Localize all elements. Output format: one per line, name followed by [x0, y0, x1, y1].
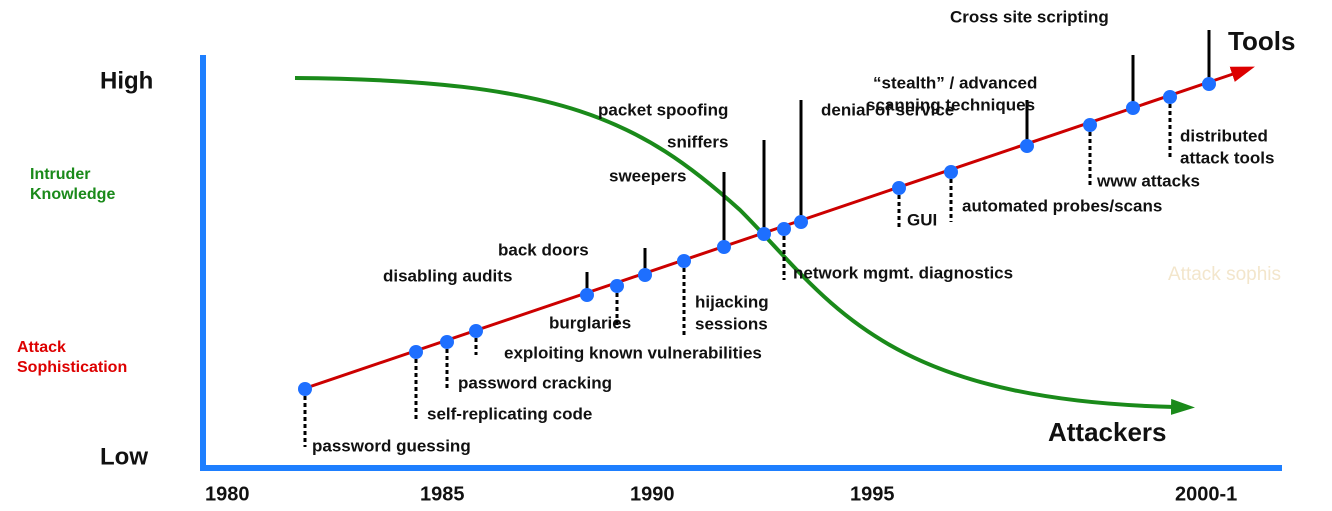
attackers-curve: [294, 76, 1195, 415]
event-label: attack tools: [1180, 148, 1274, 167]
event-label: “stealth” / advanced: [873, 73, 1037, 92]
intruder-label: Intruder: [30, 166, 90, 183]
tools-label: Tools: [1228, 26, 1295, 56]
event-point: [892, 181, 906, 195]
intruder-label: Knowledge: [30, 186, 115, 203]
sophistication-label: Attack: [17, 339, 66, 356]
event-point: [717, 240, 731, 254]
event-point: [1020, 139, 1034, 153]
event-label: packet spoofing: [598, 100, 728, 119]
event-point: [580, 288, 594, 302]
event-point: [794, 215, 808, 229]
low-label: Low: [100, 443, 148, 470]
event-label: network mgmt. diagnostics: [793, 263, 1013, 282]
event-point: [757, 227, 771, 241]
event-label: self-replicating code: [427, 404, 592, 423]
event-point: [610, 279, 624, 293]
year-label: 1985: [420, 483, 465, 505]
faint-label: Attack sophis: [1168, 264, 1281, 285]
event-point: [777, 222, 791, 236]
event-label: exploiting known vulnerabilities: [504, 343, 762, 362]
event-label: sniffers: [667, 132, 728, 151]
event-label: Cross site scripting: [950, 7, 1109, 26]
event-label: hijacking: [695, 292, 769, 311]
event-label: disabling audits: [383, 266, 512, 285]
year-label: 2000-1: [1175, 483, 1237, 505]
event-label: GUI: [907, 210, 937, 229]
event-point: [1202, 77, 1216, 91]
event-point: [409, 345, 423, 359]
event-point: [677, 254, 691, 268]
event-point: [440, 335, 454, 349]
event-point: [1163, 90, 1177, 104]
event-label: www attacks: [1096, 171, 1200, 190]
year-label: 1990: [630, 483, 675, 505]
high-label: High: [100, 67, 153, 94]
event-label: denial of service: [821, 100, 954, 119]
attackers-label: Attackers: [1048, 417, 1167, 447]
event-label: scanning techniques: [866, 95, 1035, 114]
sophistication-label: Sophistication: [17, 359, 127, 376]
event-label: back doors: [498, 240, 589, 259]
event-point: [1083, 118, 1097, 132]
event-point: [638, 268, 652, 282]
year-label: 1980: [205, 483, 250, 505]
event-point: [469, 324, 483, 338]
event-label: automated probes/scans: [962, 196, 1162, 215]
year-label: 1995: [850, 483, 895, 505]
event-label: password guessing: [312, 436, 471, 455]
event-label: burglaries: [549, 313, 631, 332]
event-label: password cracking: [458, 373, 612, 392]
axes: [200, 55, 1282, 471]
event-label: distributed: [1180, 126, 1268, 145]
event-point: [1126, 101, 1140, 115]
event-label: sessions: [695, 314, 768, 333]
event-label: sweepers: [609, 166, 687, 185]
event-point: [298, 382, 312, 396]
event-point: [944, 165, 958, 179]
